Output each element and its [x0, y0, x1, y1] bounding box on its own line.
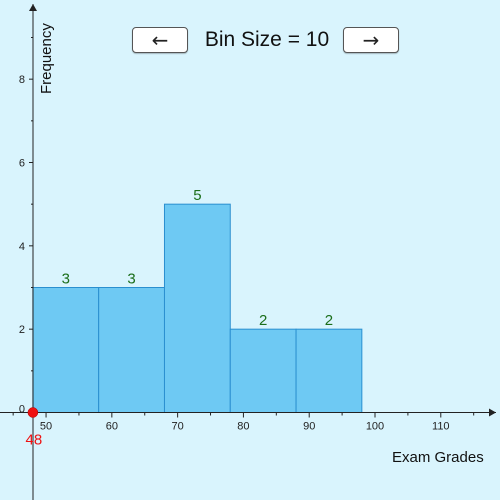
- next-bin-size-button[interactable]: →: [343, 27, 399, 53]
- bar-count-label: 3: [62, 271, 70, 288]
- x-tick-label: 70: [172, 421, 184, 433]
- x-tick-label: 60: [106, 421, 118, 433]
- x-tick-label: 100: [366, 421, 384, 433]
- previous-bin-size-button[interactable]: ←: [132, 27, 188, 53]
- bar-count-label: 2: [259, 312, 267, 329]
- bar-count-label: 5: [193, 187, 201, 204]
- x-axis-label: Exam Grades: [392, 449, 484, 466]
- y-tick-label: 0: [19, 404, 25, 416]
- y-tick-label: 2: [19, 324, 25, 336]
- bin-size-title: Bin Size = 10: [204, 28, 330, 51]
- bar-count-label: 3: [127, 271, 135, 288]
- x-tick-label: 50: [40, 421, 52, 433]
- histogram-bar: [163, 203, 231, 413]
- y-tick-label: 8: [19, 74, 25, 86]
- histogram-bar: [229, 328, 297, 413]
- histogram-bar: [98, 287, 165, 413]
- x-tick-label: 110: [432, 421, 450, 433]
- start-point-label: 48: [26, 432, 43, 449]
- histogram-bar: [295, 328, 363, 413]
- y-axis-arrow-icon: [29, 4, 37, 11]
- y-tick-label: 6: [19, 158, 25, 170]
- y-axis-label: Frequency: [38, 23, 55, 94]
- x-tick-label: 80: [237, 421, 249, 433]
- y-tick-label: 4: [19, 241, 25, 253]
- bar-count-label: 2: [325, 312, 333, 329]
- x-axis-arrow-icon: [489, 408, 496, 417]
- x-tick-label: 90: [303, 421, 315, 433]
- histogram-bar: [32, 287, 100, 413]
- start-point-marker: [27, 407, 39, 418]
